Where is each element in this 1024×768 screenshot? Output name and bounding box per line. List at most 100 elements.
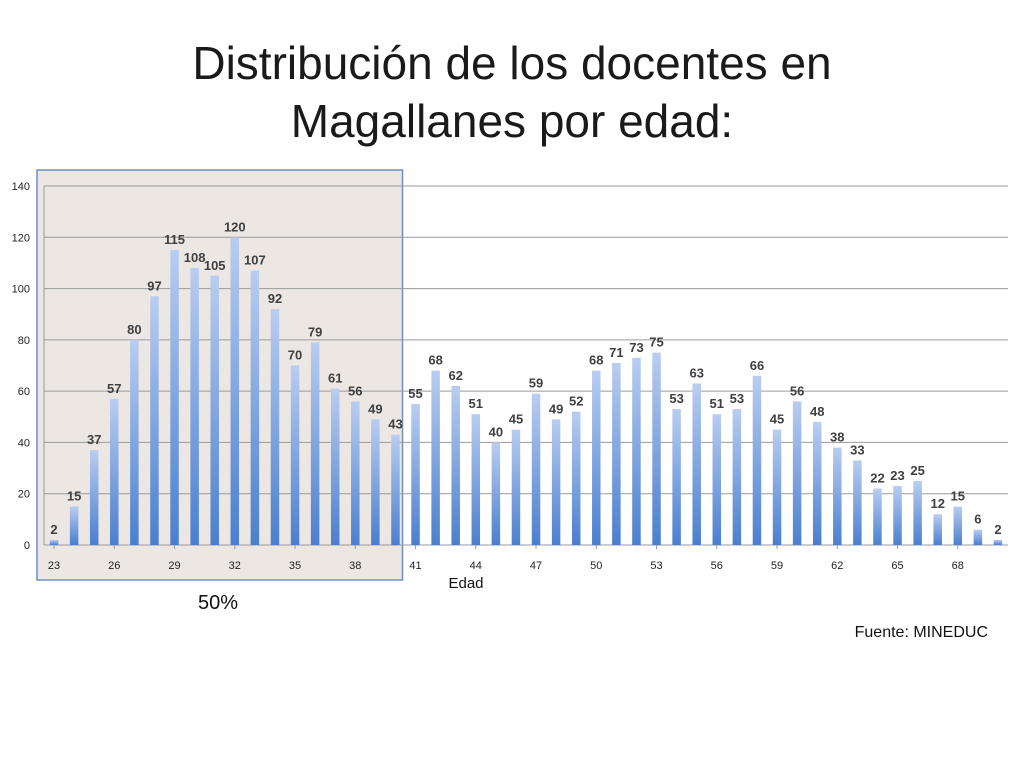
bar-age-26 <box>110 398 119 545</box>
data-label-age-25: 37 <box>87 432 101 447</box>
x-tick-label: 32 <box>229 560 241 572</box>
bar-age-60 <box>792 401 802 545</box>
bar-age-48 <box>551 419 561 545</box>
data-label-age-52: 73 <box>629 340 643 355</box>
data-label-age-67: 12 <box>930 496 944 511</box>
bar-age-68 <box>953 506 963 545</box>
bar-age-33 <box>250 270 260 545</box>
data-label-age-49: 52 <box>569 394 583 409</box>
data-label-age-29: 115 <box>164 232 185 247</box>
bar-age-50 <box>592 370 601 545</box>
data-label-age-38: 56 <box>348 383 362 398</box>
x-tick-label: 47 <box>530 560 542 572</box>
bar-age-47 <box>531 393 541 545</box>
bar-age-61 <box>812 421 822 545</box>
bar-age-28 <box>150 296 159 545</box>
bar-age-70 <box>993 539 1003 545</box>
data-label-age-27: 80 <box>127 322 141 337</box>
bars <box>49 237 1003 546</box>
bar-age-57 <box>732 409 742 545</box>
data-label-age-53: 75 <box>649 335 663 350</box>
bar-age-56 <box>712 414 722 545</box>
bar-age-31 <box>210 275 219 545</box>
data-label-age-44: 51 <box>469 396 483 411</box>
bar-age-30 <box>190 268 199 545</box>
bar-age-53 <box>652 352 661 545</box>
y-tick-label: 140 <box>12 181 30 193</box>
highlight-caption: 50% <box>198 592 239 614</box>
data-label-age-69: 6 <box>974 512 981 527</box>
x-tick-label: 65 <box>891 560 903 572</box>
y-tick-label: 60 <box>18 386 30 398</box>
data-label-age-61: 48 <box>810 404 824 419</box>
bar-age-29 <box>170 250 179 545</box>
data-label-age-62: 38 <box>830 430 844 445</box>
data-label-age-50: 68 <box>589 353 603 368</box>
data-label-age-47: 59 <box>529 376 543 391</box>
bar-age-55 <box>692 383 701 545</box>
bar-age-62 <box>833 447 842 545</box>
x-tick-label: 26 <box>108 560 120 572</box>
y-tick-label: 0 <box>24 540 30 552</box>
data-label-age-33: 107 <box>244 253 266 268</box>
data-label-age-48: 49 <box>549 401 563 416</box>
x-tick-label: 35 <box>289 560 301 572</box>
x-tick-label: 59 <box>771 560 783 572</box>
data-label-age-51: 71 <box>609 345 623 360</box>
y-tick-label: 20 <box>18 489 30 501</box>
y-axis-ticks: 0 20 40 60 80 100 120 140 <box>12 181 30 552</box>
bar-age-66 <box>913 480 922 545</box>
data-label-age-57: 53 <box>730 391 744 406</box>
bar-age-49 <box>571 411 581 545</box>
x-tick-label: 56 <box>711 560 723 572</box>
y-tick-label: 100 <box>12 284 30 296</box>
gridlines <box>43 185 1008 546</box>
bar-age-51 <box>612 362 621 545</box>
bar-age-37 <box>330 388 340 545</box>
bar-age-69 <box>973 529 983 545</box>
x-tick-label: 68 <box>952 560 964 572</box>
bar-age-27 <box>130 339 139 545</box>
bar-age-24 <box>69 506 79 545</box>
data-label-age-66: 25 <box>910 463 924 478</box>
data-label-age-41: 55 <box>408 386 422 401</box>
data-label-age-24: 15 <box>67 489 81 504</box>
data-label-age-68: 15 <box>951 489 965 504</box>
data-label-age-23: 2 <box>50 522 57 537</box>
bar-age-32 <box>230 237 240 546</box>
bar-age-35 <box>290 365 300 545</box>
data-label-age-34: 92 <box>268 291 282 306</box>
bar-age-46 <box>511 429 521 545</box>
x-tick-label: 53 <box>650 560 662 572</box>
slide-title-line1: Distribución de los docentes en <box>192 37 832 89</box>
data-label-age-59: 45 <box>770 412 784 427</box>
data-label-age-70: 2 <box>994 522 1001 537</box>
data-label-age-30: 108 <box>184 250 206 265</box>
data-label-age-28: 97 <box>147 278 161 293</box>
data-label-age-35: 70 <box>288 348 302 363</box>
bar-age-34 <box>270 309 280 545</box>
data-label-age-58: 66 <box>750 358 764 373</box>
y-tick-label: 40 <box>18 437 30 449</box>
data-label-age-37: 61 <box>328 371 342 386</box>
bar-age-63 <box>853 460 862 545</box>
bar-age-58 <box>752 375 762 545</box>
data-label-age-42: 68 <box>428 353 442 368</box>
bar-age-40 <box>391 434 400 545</box>
bar-age-39 <box>371 419 380 545</box>
data-label-age-43: 62 <box>448 368 462 383</box>
source-footnote: Fuente: MINEDUC <box>854 624 988 641</box>
bar-age-23 <box>49 539 59 545</box>
data-label-age-65: 23 <box>890 468 904 483</box>
data-label-age-36: 79 <box>308 324 322 339</box>
data-label-age-39: 49 <box>368 401 382 416</box>
slide-title: Distribución de los docentes en Magallan… <box>0 34 1024 150</box>
y-tick-label: 80 <box>18 335 30 347</box>
bar-age-65 <box>893 486 902 545</box>
x-axis-title: Edad <box>448 575 483 592</box>
data-label-age-32: 120 <box>224 219 246 234</box>
x-tick-label: 44 <box>470 560 482 572</box>
bar-age-64 <box>873 488 882 545</box>
